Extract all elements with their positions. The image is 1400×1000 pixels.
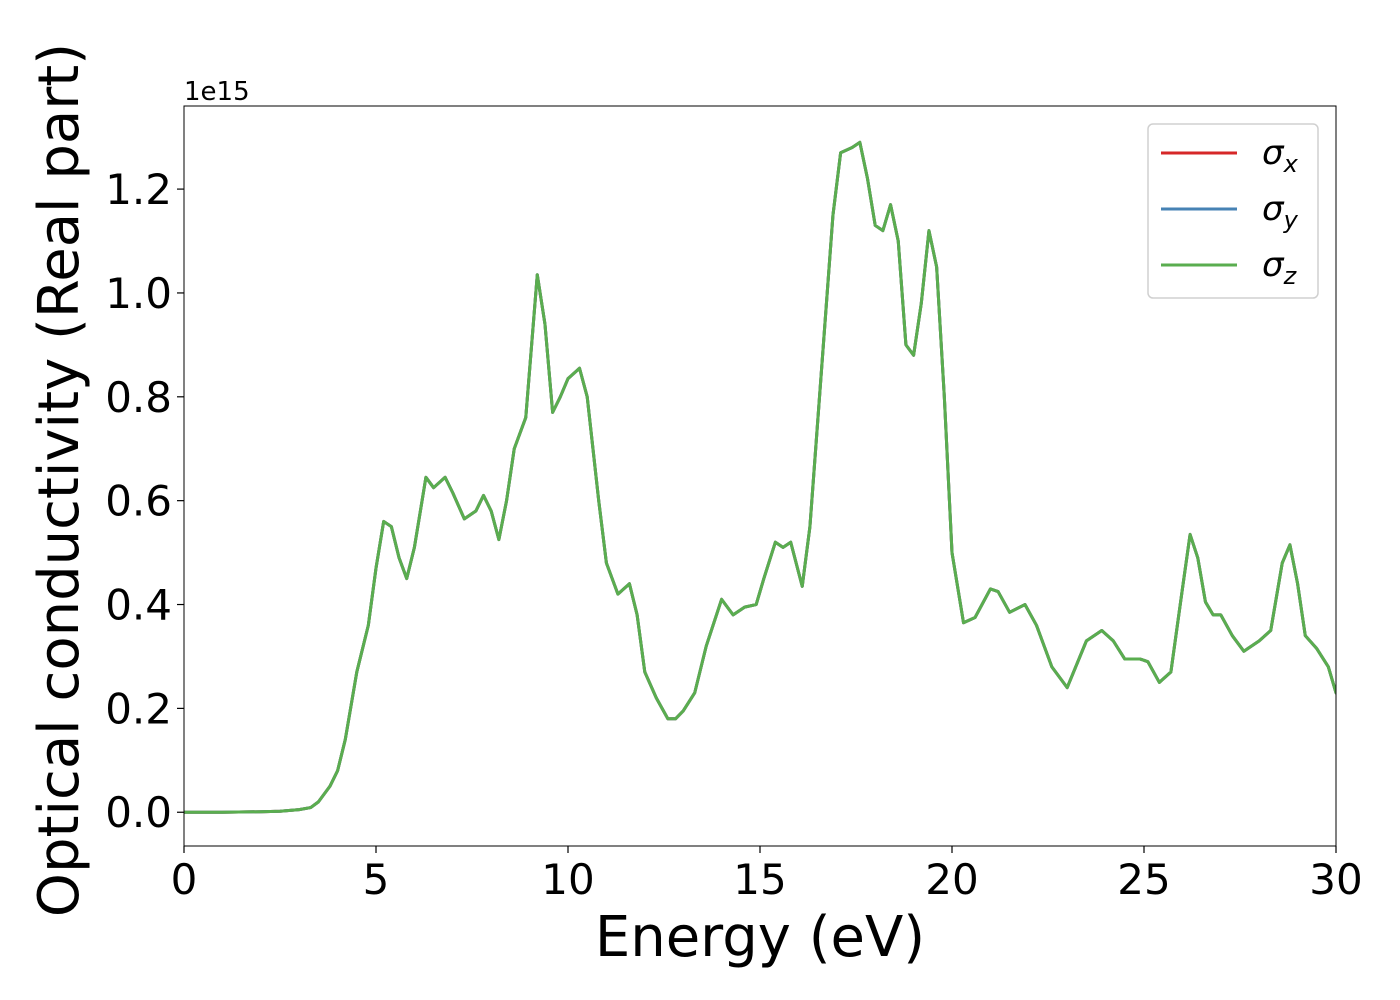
legend: σx σy σz — [1147, 123, 1319, 299]
y-tick-label: 1.2 — [105, 165, 172, 214]
legend-label: σx — [1262, 133, 1299, 178]
series-line-sigma-z — [184, 140, 1336, 814]
y-axis: 0.0 0.2 0.4 0.6 0.8 1.0 1.2 — [105, 165, 184, 837]
y-tick-label: 0.2 — [105, 684, 172, 733]
x-axis-label: Energy (eV) — [595, 905, 925, 970]
x-tick-label: 15 — [733, 855, 786, 904]
plot-area — [183, 105, 1337, 847]
y-tick-label: 0.8 — [105, 373, 172, 422]
x-tick-label: 0 — [171, 855, 198, 904]
y-tick-label: 0.0 — [105, 788, 172, 837]
y-axis-label: Optical conductivity (Real part) — [27, 43, 92, 917]
y-tick-label: 0.6 — [105, 477, 172, 526]
x-tick-label: 5 — [363, 855, 390, 904]
x-tick-label: 20 — [925, 855, 978, 904]
legend-label: σz — [1262, 245, 1298, 290]
y-offset-text: 1e15 — [184, 77, 250, 107]
series-layer — [184, 140, 1336, 814]
x-axis: 0 5 10 15 20 25 30 — [171, 846, 1363, 904]
y-tick-label: 1.0 — [105, 269, 172, 318]
x-tick-label: 30 — [1309, 855, 1362, 904]
legend-box — [1147, 123, 1319, 299]
y-tick-label: 0.4 — [105, 581, 172, 630]
x-tick-label: 25 — [1117, 855, 1170, 904]
x-tick-label: 10 — [541, 855, 594, 904]
legend-label: σy — [1262, 189, 1299, 234]
